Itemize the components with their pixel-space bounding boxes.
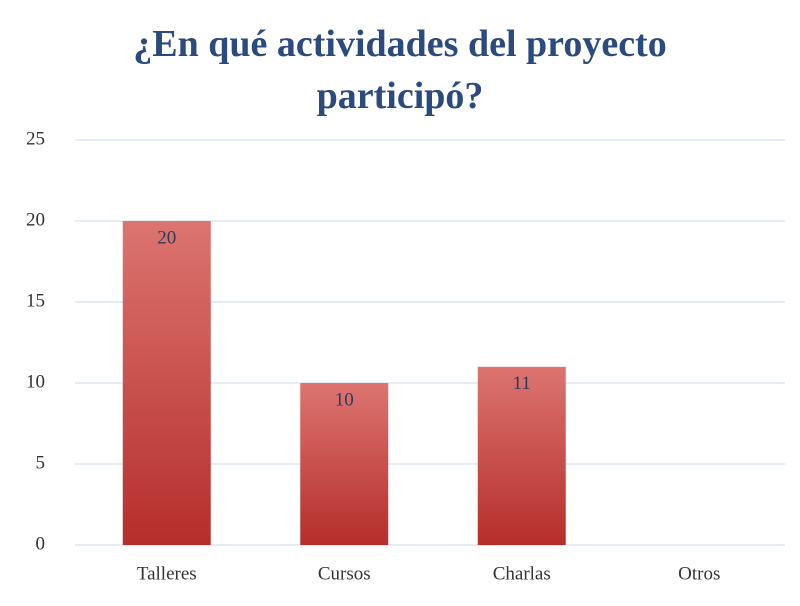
y-tick-label: 20 bbox=[26, 209, 45, 230]
bar bbox=[477, 366, 566, 545]
y-tick-label: 0 bbox=[36, 533, 46, 554]
x-tick-label: Otros bbox=[678, 563, 720, 584]
data-label: 10 bbox=[335, 389, 354, 410]
data-label: 11 bbox=[513, 373, 531, 394]
data-label: 20 bbox=[157, 227, 176, 248]
y-tick-label: 15 bbox=[26, 290, 45, 311]
chart-title: ¿En qué actividades del proyecto partici… bbox=[133, 23, 667, 117]
y-tick-label: 25 bbox=[26, 128, 45, 149]
x-tick-label: Talleres bbox=[137, 563, 197, 584]
y-tick-label: 10 bbox=[26, 371, 45, 392]
bar bbox=[300, 383, 389, 545]
y-tick-label: 5 bbox=[36, 452, 46, 473]
bar bbox=[122, 221, 211, 545]
x-tick-label: Charlas bbox=[493, 563, 551, 584]
x-tick-label: Cursos bbox=[318, 563, 371, 584]
